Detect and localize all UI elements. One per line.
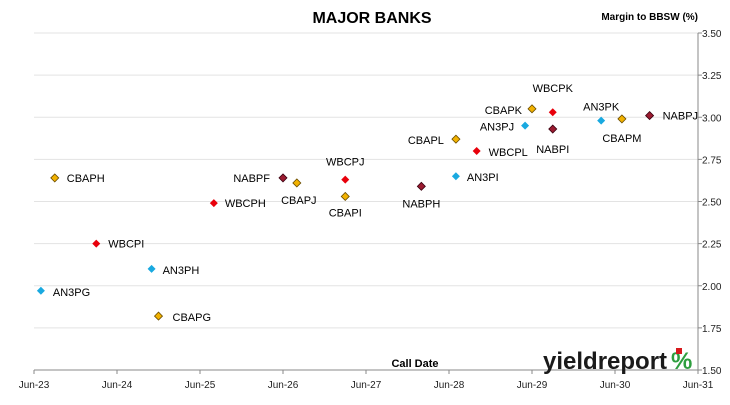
axis-layer: 1.50 1.75 2.00 2.25 2.50 2.75 3.00 3.25 3.50 Jun-… <box>19 29 722 391</box>
data-point-wbcpk <box>548 108 557 117</box>
data-label-an3pg: AN3PG <box>53 287 90 299</box>
data-point-cbapj <box>292 178 302 188</box>
y-tick-label: 1.50 <box>702 366 722 377</box>
data-point-cbapi <box>340 191 350 202</box>
data-point-an3pg <box>36 286 45 295</box>
marks-layer: CBAPH CBAPG CBAPJ CBAPI CBAPL CBAPK CBAPM WBCPI… <box>36 83 698 324</box>
data-point-wbcph <box>209 199 218 208</box>
data-label-an3pi: AN3PI <box>467 172 499 184</box>
data-label-an3ph: AN3PH <box>163 265 200 277</box>
y-tick-label: 2.75 <box>702 155 722 166</box>
y-tick-label: 2.50 <box>702 198 722 209</box>
data-point-wbcpl <box>472 146 481 155</box>
y-tick-label: 2.25 <box>702 240 722 251</box>
x-tick-label: Jun-30 <box>600 380 631 391</box>
data-point-nabpj <box>645 110 655 121</box>
data-label-cbapm: CBAPM <box>602 133 641 145</box>
x-tick-label: Jun-28 <box>434 380 465 391</box>
data-point-an3pk <box>597 116 606 125</box>
data-point-wbcpi <box>92 239 101 248</box>
x-axis-label: Call Date <box>391 358 438 370</box>
percent-logo-icon: % <box>671 348 692 375</box>
grid-layer <box>34 32 698 329</box>
data-point-an3pi <box>451 172 460 181</box>
data-point-cbapm <box>617 114 627 124</box>
y-tick-label: 3.50 <box>702 29 722 40</box>
series-nab: NABPF NABPH NABPI NABPJ <box>233 111 698 211</box>
data-label-wbcpk: WBCPK <box>533 83 574 95</box>
data-label-wbcpi: WBCPI <box>108 239 144 251</box>
data-point-cbapl <box>451 134 461 144</box>
series-an3: AN3PG AN3PH AN3PI AN3PJ AN3PK <box>36 102 620 299</box>
percent-red-dot <box>676 348 682 354</box>
data-point-cbapg <box>153 311 164 321</box>
data-label-an3pk: AN3PK <box>583 102 620 114</box>
x-tick-label: Jun-27 <box>351 380 382 391</box>
data-label-cbapj: CBAPJ <box>281 195 316 207</box>
data-point-nabpi <box>548 124 558 134</box>
data-point-cbaph <box>50 173 60 183</box>
y-tick-label: 2.00 <box>702 282 722 293</box>
y-tick-label: 1.75 <box>702 324 722 335</box>
data-label-an3pj: AN3PJ <box>480 122 514 134</box>
data-label-cbapl: CBAPL <box>408 135 444 147</box>
data-label-nabpj: NABPJ <box>663 111 698 123</box>
y-tick-label: 3.00 <box>702 113 722 124</box>
x-tick-label: Jun-31 <box>683 380 714 391</box>
chart-title: MAJOR BANKS <box>312 10 431 27</box>
x-tick-label: Jun-29 <box>517 380 548 391</box>
data-point-nabpf <box>278 173 288 183</box>
logo-wordmark: yieldreport <box>543 348 667 375</box>
data-point-cbapk <box>527 104 537 114</box>
data-label-wbcpj: WBCPJ <box>326 157 365 169</box>
series-wbc: WBCPI WBCPH WBCPJ WBCPL WBCPK <box>92 83 574 251</box>
series-cba: CBAPH CBAPG CBAPJ CBAPI CBAPL CBAPK CBAPM <box>50 104 641 324</box>
y-axis-label: Margin to BBSW (%) <box>601 12 698 23</box>
data-label-nabph: NABPH <box>402 198 440 210</box>
x-tick-label: Jun-26 <box>268 380 299 391</box>
y-tick-label: 3.25 <box>702 71 722 82</box>
x-tick-label: Jun-25 <box>185 380 216 391</box>
data-label-wbcph: WBCPH <box>225 198 266 210</box>
data-label-wbcpl: WBCPL <box>489 147 528 159</box>
data-point-wbcpj <box>341 175 350 184</box>
data-label-cbapk: CBAPK <box>485 105 523 117</box>
data-label-nabpf: NABPF <box>233 173 270 185</box>
data-point-nabph <box>416 181 426 191</box>
data-label-cbaph: CBAPH <box>67 173 105 185</box>
percent-symbol: % <box>671 348 692 375</box>
yieldreport-logo: yieldreport % <box>543 348 692 375</box>
data-label-nabpi: NABPI <box>536 144 569 156</box>
data-point-an3ph <box>147 264 156 273</box>
data-label-cbapg: CBAPG <box>173 312 212 324</box>
data-point-an3pj <box>521 121 530 130</box>
x-tick-label: Jun-23 <box>19 380 50 391</box>
data-label-cbapi: CBAPI <box>329 207 362 219</box>
x-tick-label: Jun-24 <box>102 380 133 391</box>
